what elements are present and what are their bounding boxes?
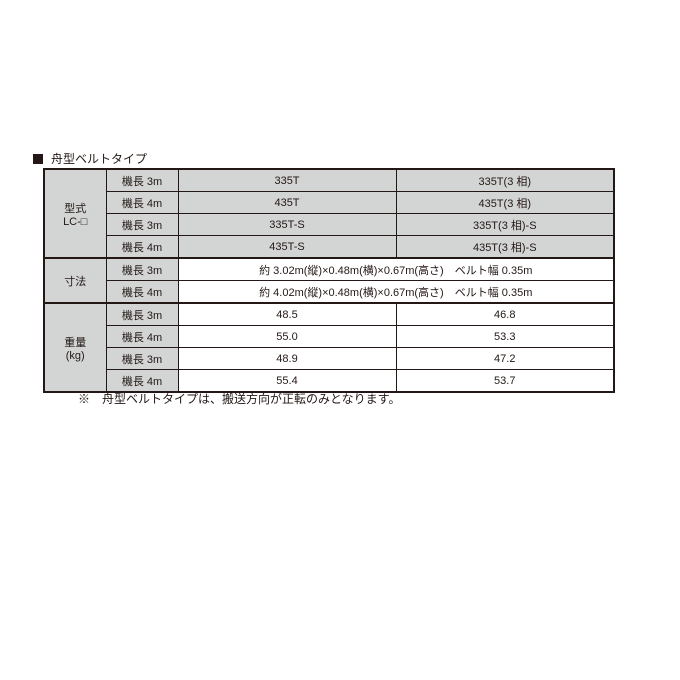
cell: 53.3 [396,326,614,348]
table-row: 機長 4m 435T-S 435T(3 相)-S [44,236,614,259]
cell: 55.4 [178,370,396,393]
cell: 335T(3 相)-S [396,214,614,236]
section-title-text: 舟型ベルトタイプ [51,150,147,167]
sub-header: 機長 3m [106,169,178,192]
cell: 335T-S [178,214,396,236]
square-bullet-icon [33,154,43,164]
sub-header: 機長 4m [106,192,178,214]
cell: 55.0 [178,326,396,348]
table-row: 機長 4m 約 4.02m(縦)×0.48m(横)×0.67m(高さ) ベルト幅… [44,281,614,304]
section-title: 舟型ベルトタイプ [33,150,147,167]
cell: 435T-S [178,236,396,259]
cell: 435T(3 相) [396,192,614,214]
row-header-weight: 重量 (kg) [44,303,106,392]
cell: 約 3.02m(縦)×0.48m(横)×0.67m(高さ) ベルト幅 0.35m [178,258,614,281]
table-row: 機長 4m 435T 435T(3 相) [44,192,614,214]
weight-label-line1: 重量 [64,337,86,349]
row-header-dimensions: 寸法 [44,258,106,303]
spec-table: 型式 LC-□ 機長 3m 335T 335T(3 相) 機長 4m 435T … [43,168,615,393]
cell: 53.7 [396,370,614,393]
cell: 335T [178,169,396,192]
cell: 48.9 [178,348,396,370]
cell: 48.5 [178,303,396,326]
cell: 46.8 [396,303,614,326]
table-row: 型式 LC-□ 機長 3m 335T 335T(3 相) [44,169,614,192]
model-label-line2: LC-□ [63,216,87,228]
sub-header: 機長 3m [106,214,178,236]
table-row: 機長 3m 48.9 47.2 [44,348,614,370]
table-row: 寸法 機長 3m 約 3.02m(縦)×0.48m(横)×0.67m(高さ) ベ… [44,258,614,281]
table-row: 重量 (kg) 機長 3m 48.5 46.8 [44,303,614,326]
sub-header: 機長 4m [106,236,178,259]
cell: 435T(3 相)-S [396,236,614,259]
cell: 47.2 [396,348,614,370]
footnote: ※ 舟型ベルトタイプは、搬送方向が正転のみとなります。 [78,390,400,407]
model-label-line1: 型式 [64,203,86,215]
table-row: 機長 4m 55.4 53.7 [44,370,614,393]
table-row: 機長 3m 335T-S 335T(3 相)-S [44,214,614,236]
cell: 435T [178,192,396,214]
table-row: 機長 4m 55.0 53.3 [44,326,614,348]
weight-label-line2: (kg) [66,350,85,362]
sub-header: 機長 3m [106,258,178,281]
row-header-model: 型式 LC-□ [44,169,106,258]
sub-header: 機長 4m [106,370,178,393]
cell: 335T(3 相) [396,169,614,192]
cell: 約 4.02m(縦)×0.48m(横)×0.67m(高さ) ベルト幅 0.35m [178,281,614,304]
sub-header: 機長 3m [106,348,178,370]
sub-header: 機長 4m [106,281,178,304]
sub-header: 機長 4m [106,326,178,348]
sub-header: 機長 3m [106,303,178,326]
